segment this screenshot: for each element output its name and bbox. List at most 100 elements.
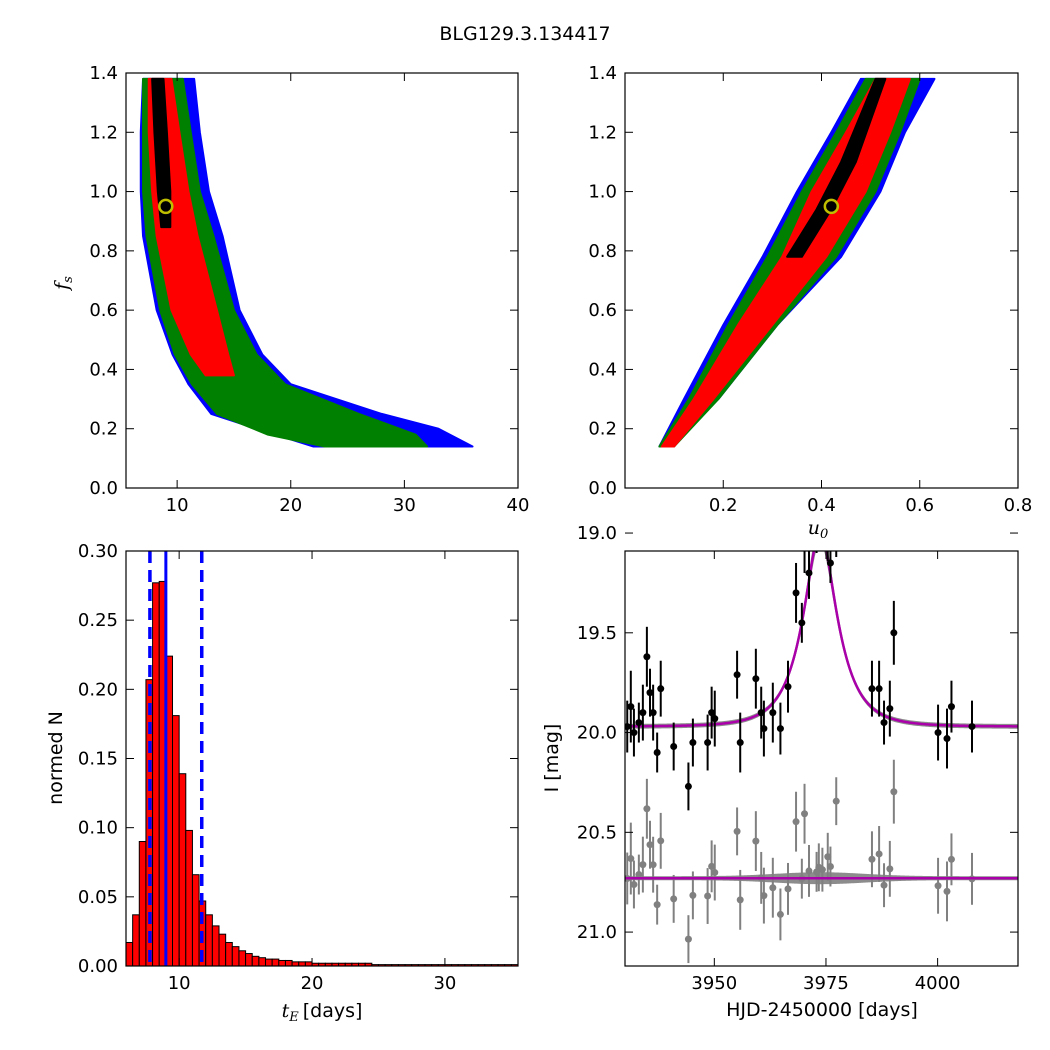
data-point (635, 719, 643, 727)
p1-frame (624, 72, 1019, 489)
p2-ytick-label: 0.20 (78, 679, 118, 700)
p0-ytick-label: 1.2 (89, 122, 118, 143)
p1-xtick-label: 0.4 (807, 495, 836, 516)
region-1sigma (147, 77, 235, 377)
p1-xtick-label: 0.6 (905, 495, 934, 516)
panel-fs-vs-u0: u0 0.2 0.4 0.6 0.80.00.20.40.60.81.01.21.4 (588, 63, 1032, 542)
data-point (736, 739, 744, 747)
data-point (646, 689, 654, 697)
p3-ytick-label: 20.0 (577, 723, 617, 744)
histogram-bar (251, 955, 260, 967)
p0-xtick-label: 20 (279, 495, 302, 516)
p0-xtick-label: 10 (166, 495, 189, 516)
p3-xtick-label: 4000 (915, 973, 961, 994)
p1-ytick-label: 0.4 (588, 359, 617, 380)
p1-ytick-label: 0.6 (588, 300, 617, 321)
data-point (708, 709, 716, 717)
residual-point (711, 869, 719, 877)
data-point (886, 705, 894, 713)
data-point (689, 739, 697, 747)
residual-point (801, 810, 809, 818)
data-point (805, 569, 813, 577)
data-point (880, 719, 888, 727)
histogram-bar (304, 961, 313, 967)
p3-ytick-label: 19.5 (577, 623, 617, 644)
residual-point (752, 837, 760, 845)
residual-point (818, 866, 826, 874)
p3-xtick-label: 3950 (691, 973, 737, 994)
residual-point (733, 827, 741, 835)
p0-xtick-label: 30 (393, 495, 416, 516)
p0-ytick-label: 0.6 (89, 300, 118, 321)
residual-point (934, 882, 942, 890)
histogram-bar (185, 829, 193, 967)
histogram-bar (298, 961, 306, 967)
residual-point (627, 855, 635, 863)
histogram-bar (152, 582, 160, 967)
histogram-bar (191, 874, 200, 967)
residual-point (635, 871, 643, 879)
data-point (826, 559, 834, 567)
residual-point (649, 861, 657, 869)
p3-ytick-label: 19.0 (577, 523, 617, 544)
residual-point (684, 935, 692, 943)
p2-xtick-label: 10 (168, 973, 191, 994)
histogram-bar (258, 957, 267, 967)
p2-ytick-label: 0.25 (78, 610, 118, 631)
data-point (798, 619, 806, 627)
p1-ytick-label: 0.0 (588, 478, 617, 499)
residual-point (657, 837, 665, 845)
histogram-bar (245, 953, 253, 967)
p2-ytick-label: 0.15 (78, 749, 118, 770)
best-fit-marker (158, 198, 174, 215)
histogram-bar (172, 715, 180, 967)
region-best (151, 77, 172, 229)
histogram-bar (211, 925, 220, 967)
p0-ytick-label: 1.0 (89, 182, 118, 203)
residual-point (708, 862, 716, 870)
data-point (776, 725, 784, 733)
histogram-bar (225, 941, 233, 967)
panel-fs-vs-tE: fs 10 20 30 400.00.20.40.60.81.01.21.4 (51, 63, 529, 516)
data-point (639, 709, 647, 717)
histogram-bar (271, 958, 280, 967)
residual-point (947, 855, 955, 863)
ylabel-normed-n: normed N (45, 711, 67, 805)
data-point (943, 735, 951, 743)
p2-ytick-label: 0.05 (78, 887, 118, 908)
histogram-bar (238, 950, 247, 967)
panel-lightcurve: HJD-2450000 [days] I [mag] 3950 3975 4000 1… (541, 523, 1019, 1021)
data-point (868, 685, 876, 693)
p2-frame (125, 550, 519, 967)
panel-tE-histogram: tE [days] normed N 10 20 30 0.00 0.05 0.10 0.15… (45, 541, 519, 1025)
p2-xtick-label: 20 (301, 973, 324, 994)
residual-point (630, 880, 638, 888)
residual-point (784, 885, 792, 893)
p1-ytick-label: 1.4 (588, 63, 617, 84)
residual-point (880, 881, 888, 889)
data-point (947, 703, 955, 711)
data-point (875, 685, 883, 693)
residual-point (943, 887, 951, 895)
model-curve (625, 551, 1018, 728)
histogram-bar (265, 958, 273, 967)
histogram-bar (178, 773, 187, 967)
p2-ytick-label: 0.00 (78, 956, 118, 977)
data-point (752, 675, 760, 683)
residual-point (653, 901, 661, 909)
data-point (704, 739, 712, 747)
histogram-bar (132, 914, 140, 967)
residual-point (704, 892, 712, 900)
residual-point (689, 891, 697, 899)
data-point (784, 683, 792, 691)
data-point (643, 653, 651, 661)
data-point (630, 729, 638, 737)
data-point (627, 703, 635, 711)
xlabel-tE: tE [days] (282, 1000, 363, 1025)
residual-point (832, 797, 840, 805)
histogram-bar (125, 941, 134, 967)
data-point (649, 709, 657, 717)
residual-point (890, 788, 898, 796)
lightcurve-plot-area (625, 551, 1018, 964)
